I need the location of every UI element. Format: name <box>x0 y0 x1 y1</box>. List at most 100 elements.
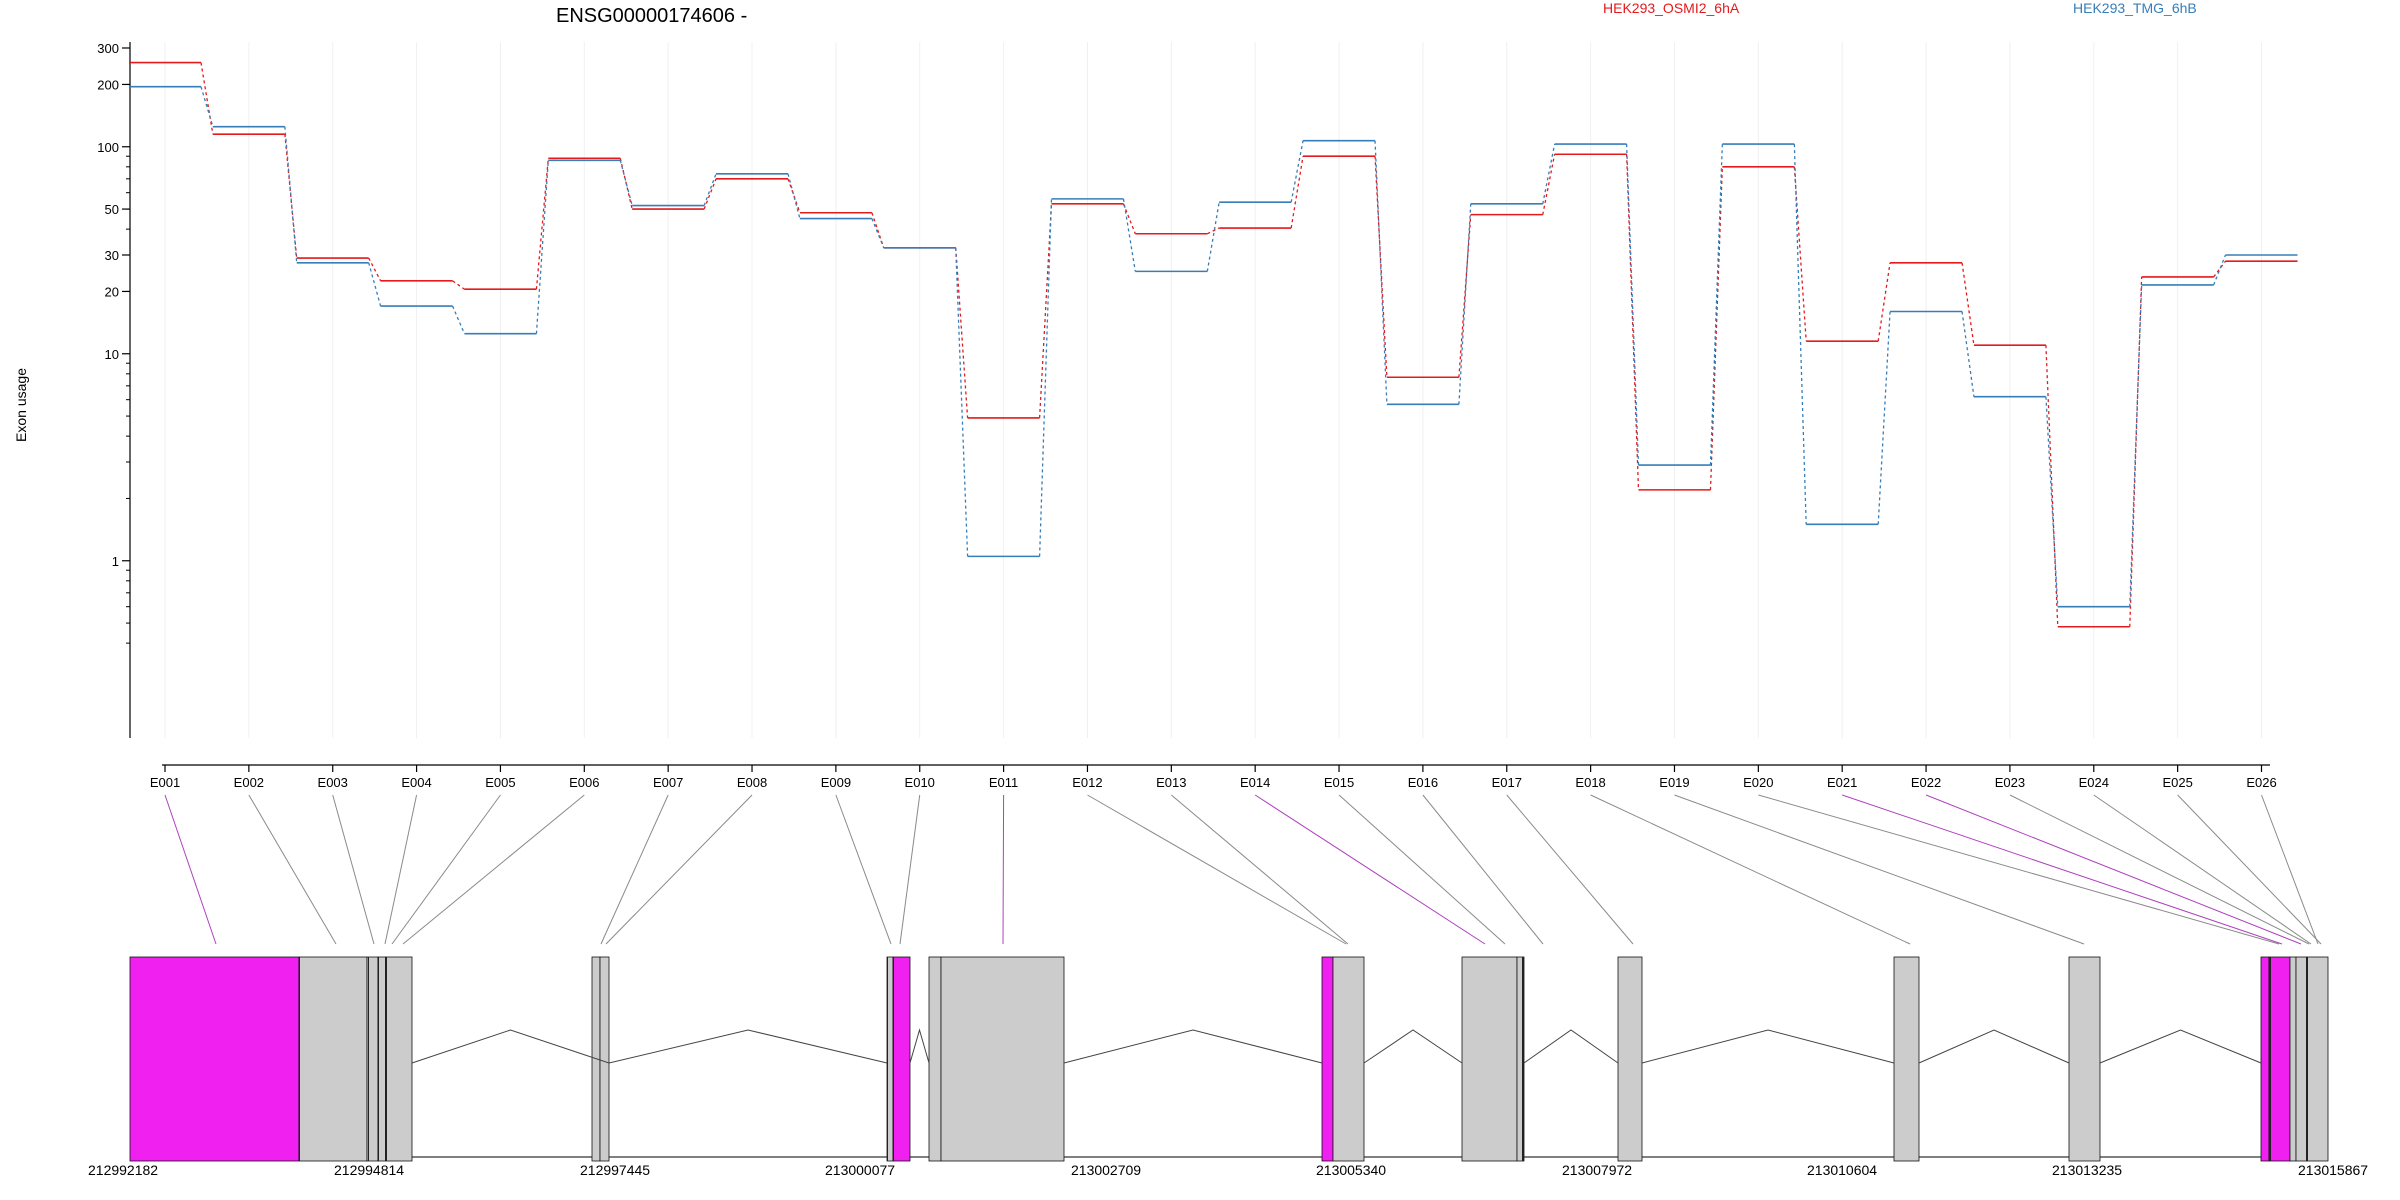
exon-box <box>377 956 387 1162</box>
x-tick-label: E021 <box>1827 775 1857 790</box>
coordinate-label: 213010604 <box>1807 1162 1877 1178</box>
series-1-connector <box>955 247 969 418</box>
series-1-connector <box>787 178 801 213</box>
exon-connector <box>605 794 753 945</box>
intron-link <box>1363 1029 1463 1064</box>
exon-connector <box>1422 794 1544 945</box>
x-tick-label: E010 <box>905 775 935 790</box>
exon-connector <box>899 794 921 945</box>
series-2-connector <box>1290 140 1304 203</box>
exon-connector <box>1506 794 1634 945</box>
series-1-connector <box>1122 203 1136 234</box>
series-1-connector <box>1877 262 1891 342</box>
series-1-connector <box>368 257 382 282</box>
exon-connector <box>1590 794 1911 945</box>
exon-box <box>940 956 1065 1162</box>
exon-boundary <box>368 957 369 1161</box>
exon-connector <box>600 794 669 945</box>
exon-box <box>2068 956 2101 1162</box>
exon-connector <box>384 794 418 945</box>
exon-connector <box>1087 794 1347 945</box>
x-tick-label: E008 <box>737 775 767 790</box>
exon-connector <box>1170 794 1349 945</box>
x-tick-label: E026 <box>2246 775 2276 790</box>
x-tick-label: E002 <box>234 775 264 790</box>
y-tick-label: 1 <box>112 554 119 569</box>
x-tick-label: E006 <box>569 775 599 790</box>
exon-connector <box>1674 794 2085 945</box>
series-2-connector <box>1793 144 1807 525</box>
exon-connector <box>1338 794 1506 945</box>
exon-connector <box>2093 794 2312 945</box>
intron-link <box>1918 1029 2070 1064</box>
exon-box <box>2289 956 2297 1162</box>
series-2-connector <box>703 173 717 206</box>
exon-connector <box>1842 794 2283 945</box>
series-1-connector <box>1542 154 1556 215</box>
intron-link <box>608 1029 888 1064</box>
series-1-connector <box>1709 166 1723 490</box>
series-1-connector <box>1793 166 1807 342</box>
y-axis-label: Exon usage <box>13 368 29 442</box>
y-tick-label: 100 <box>97 140 119 155</box>
series-2-connector <box>535 160 549 334</box>
series-2-connector <box>1542 143 1556 204</box>
coordinate-label: 212994814 <box>334 1162 404 1178</box>
x-tick-label: E005 <box>485 775 515 790</box>
legend-series-2: HEK293_TMG_6hB <box>2073 0 2197 16</box>
series-2-connector <box>1961 311 1975 397</box>
exon-connector <box>2261 794 2319 945</box>
exon-box <box>1321 956 1334 1162</box>
series-1-connector <box>2045 345 2059 627</box>
x-tick-label: E001 <box>150 775 180 790</box>
y-tick-label: 50 <box>105 202 119 217</box>
exon-box <box>1332 956 1365 1162</box>
series-1-connector <box>200 62 214 135</box>
series-1-connector <box>284 134 298 259</box>
series-2-connector <box>1877 311 1891 525</box>
intron-link <box>1063 1029 1323 1064</box>
exon-connector <box>391 794 501 945</box>
series-1-connector <box>1961 262 1975 346</box>
exon-boundary <box>2269 957 2271 1161</box>
coordinate-label: 213005340 <box>1316 1162 1386 1178</box>
exon-connector <box>1002 794 1005 945</box>
x-tick-label: E015 <box>1324 775 1354 790</box>
x-tick-label: E019 <box>1659 775 1689 790</box>
y-tick-label: 300 <box>97 41 119 56</box>
exon-boundary <box>378 957 379 1161</box>
series-2-connector <box>2213 254 2227 286</box>
exon-box <box>1617 956 1643 1162</box>
exon-box <box>2306 956 2329 1162</box>
series-1-connector <box>452 280 465 290</box>
series-2-connector <box>619 160 633 206</box>
exon-connector <box>332 794 375 945</box>
exon-connector <box>164 794 217 945</box>
coordinate-label: 212992182 <box>88 1162 158 1178</box>
chart-title: ENSG00000174606 - <box>556 5 747 27</box>
series-1-connector <box>2129 276 2143 627</box>
x-tick-label: E014 <box>1240 775 1270 790</box>
exon-box <box>298 956 368 1162</box>
exon-boundary <box>887 957 888 1161</box>
exon-box <box>599 956 610 1162</box>
x-tick-label: E024 <box>2079 775 2109 790</box>
series-1-connector <box>1207 227 1220 235</box>
x-tick-label: E009 <box>821 775 851 790</box>
intron-link <box>411 1029 610 1064</box>
exon-connector <box>248 794 337 945</box>
x-tick-label: E025 <box>2162 775 2192 790</box>
exon-connector <box>1758 794 2280 945</box>
exon-box <box>928 956 942 1162</box>
series-2-connector <box>451 305 466 334</box>
vertical-grid <box>164 42 2262 738</box>
exon-connector <box>1925 794 2302 945</box>
coordinate-label: 213002709 <box>1071 1162 1141 1178</box>
series-1-connector <box>535 158 549 290</box>
series-2-connector <box>787 173 801 219</box>
exon-box <box>1893 956 1920 1162</box>
exon-boundary <box>385 957 387 1161</box>
series-2-connector <box>1206 202 1220 272</box>
series-2-connector <box>871 218 885 249</box>
exon-box <box>2260 956 2270 1162</box>
